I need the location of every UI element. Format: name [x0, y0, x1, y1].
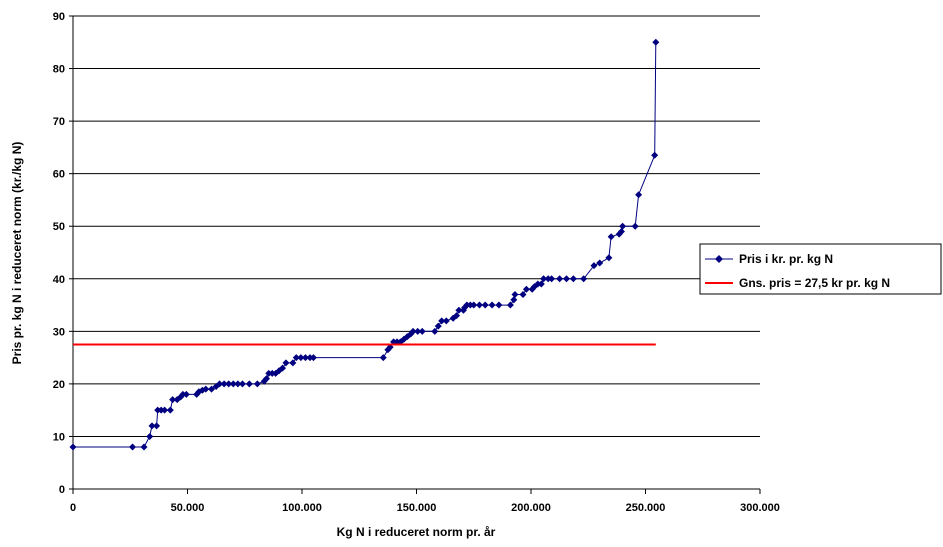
x-tick-label: 100.000 — [282, 502, 322, 514]
data-point — [253, 380, 261, 388]
data-point — [562, 275, 570, 283]
y-tick-label: 0 — [59, 484, 65, 496]
data-point — [434, 322, 442, 330]
data-point — [537, 280, 545, 288]
data-point — [651, 151, 659, 159]
data-point — [220, 380, 228, 388]
data-point — [153, 422, 161, 430]
x-tick-label: 50.000 — [171, 502, 205, 514]
x-tick-label: 200.000 — [511, 502, 551, 514]
axes — [69, 15, 761, 494]
data-point — [301, 354, 309, 362]
data-point — [617, 227, 625, 235]
data-point — [279, 364, 287, 372]
x-tick-label: 300.000 — [740, 502, 780, 514]
data-point — [631, 222, 639, 230]
data-point — [148, 422, 156, 430]
data-point — [519, 291, 527, 299]
y-tick-label: 20 — [53, 379, 65, 391]
data-point — [208, 385, 216, 393]
data-point — [289, 359, 297, 367]
data-point — [245, 380, 253, 388]
data-point — [522, 285, 530, 293]
data-point — [495, 301, 503, 309]
data-point — [580, 275, 588, 283]
x-tick-label: 0 — [70, 502, 76, 514]
data-point — [431, 327, 439, 335]
data-point — [297, 354, 305, 362]
data-point — [282, 359, 290, 367]
data-point — [455, 306, 463, 314]
data-point — [511, 291, 519, 299]
gridlines — [73, 15, 760, 437]
data-point — [488, 301, 496, 309]
y-tick-label: 10 — [53, 431, 65, 443]
data-point — [652, 38, 660, 46]
legend-box — [699, 243, 942, 295]
data-point — [442, 317, 450, 325]
data-point — [161, 406, 169, 414]
data-point — [506, 301, 514, 309]
x-axis-title: Kg N i reduceret norm pr. år — [337, 525, 496, 539]
y-tick-label: 80 — [53, 64, 65, 76]
data-point — [569, 275, 577, 283]
data-point — [607, 233, 615, 241]
y-tick-label: 30 — [53, 326, 65, 338]
data-point — [470, 301, 478, 309]
data-point — [590, 262, 598, 270]
data-point — [418, 327, 426, 335]
y-tick-label: 70 — [53, 116, 65, 128]
y-tick-label: 40 — [53, 274, 65, 286]
data-point — [146, 432, 154, 440]
data-point — [409, 327, 417, 335]
data-point — [166, 406, 174, 414]
legend-marker-series-1 — [715, 255, 723, 263]
data-point — [548, 275, 556, 283]
y-tick-label: 90 — [53, 11, 65, 23]
data-point — [475, 301, 483, 309]
y-tick-label: 60 — [53, 169, 65, 181]
data-point — [225, 380, 233, 388]
y-axis-title: Pris pr. kg N i reduceret norm (kr./kg N… — [10, 142, 24, 365]
data-point — [216, 380, 224, 388]
data-point — [379, 354, 387, 362]
legend-label-series-1: Pris i kr. pr. kg N — [739, 252, 833, 266]
series-layer — [69, 38, 660, 451]
data-point — [140, 443, 148, 451]
data-point — [540, 275, 548, 283]
data-point — [481, 301, 489, 309]
data-point — [229, 380, 237, 388]
data-point — [263, 375, 271, 383]
data-point — [292, 354, 300, 362]
series-line-1 — [73, 42, 657, 448]
data-point — [238, 380, 246, 388]
data-point — [453, 312, 461, 320]
data-point — [182, 390, 190, 398]
x-tick-label: 250.000 — [626, 502, 666, 514]
data-point — [234, 380, 242, 388]
y-tick-label: 50 — [53, 221, 65, 233]
x-tick-label: 150.000 — [397, 502, 437, 514]
data-point — [438, 317, 446, 325]
data-point — [414, 327, 422, 335]
legend-label-series-2: Gns. pris = 27,5 kr pr. kg N — [739, 276, 890, 290]
data-point — [129, 443, 137, 451]
tick-labels: 0 10 20 30 40 50 60 70 80 90 0 50.000 100.000 150.000… — [53, 11, 780, 514]
legend: Pris i kr. pr. kg N Gns. pris = 27,5 kr … — [699, 243, 942, 295]
data-point — [619, 222, 627, 230]
data-point — [169, 396, 177, 404]
data-point — [510, 296, 518, 304]
data-point — [556, 275, 564, 283]
data-point — [596, 259, 604, 267]
data-point — [635, 191, 643, 199]
data-point — [605, 254, 613, 262]
data-point — [202, 385, 210, 393]
data-point — [69, 443, 77, 451]
data-point — [309, 354, 317, 362]
